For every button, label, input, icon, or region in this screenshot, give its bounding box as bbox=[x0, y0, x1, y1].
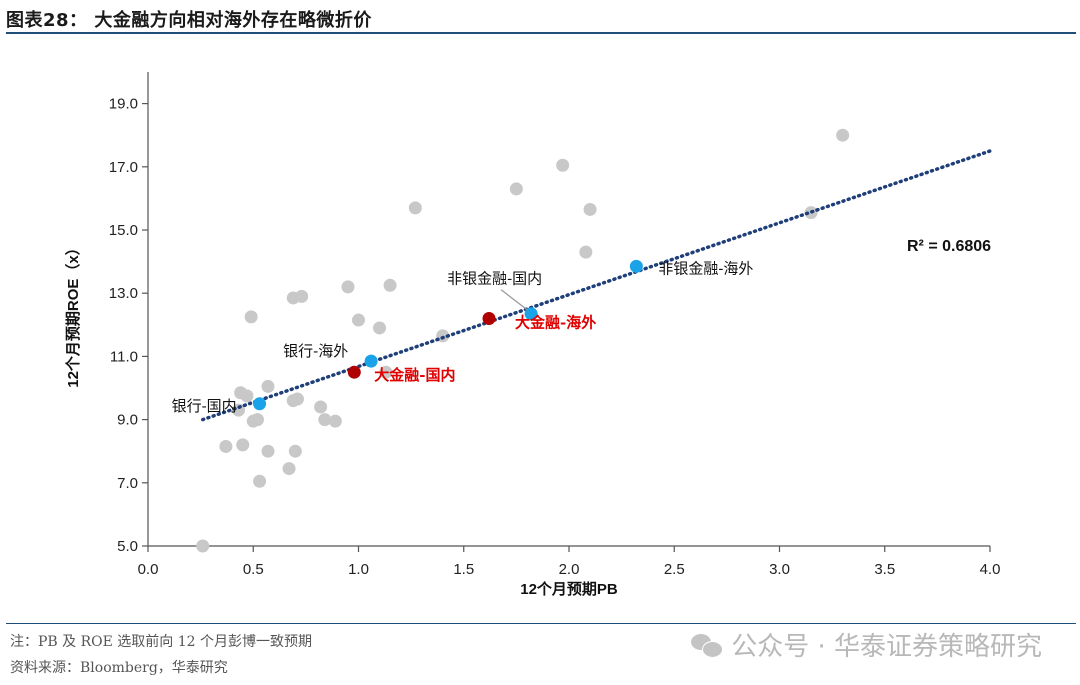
title-divider bbox=[6, 32, 1076, 34]
y-tick-label: 15.0 bbox=[109, 222, 138, 239]
data-point bbox=[383, 278, 397, 292]
x-tick-label: 0.5 bbox=[243, 561, 264, 578]
data-point bbox=[318, 413, 332, 427]
data-point bbox=[352, 313, 365, 327]
wechat-icon bbox=[691, 632, 724, 658]
source-note: 资料来源：Bloomberg，华泰研究 bbox=[10, 660, 228, 676]
y-tick-label: 7.0 bbox=[117, 475, 138, 492]
point-annotation: 非银金融-海外 bbox=[658, 259, 753, 277]
highlight-point bbox=[524, 307, 538, 321]
data-point bbox=[379, 365, 393, 379]
x-tick-label: 3.0 bbox=[769, 561, 790, 578]
x-axis-title: 12个月预期PB bbox=[520, 580, 618, 598]
y-tick-label: 5.0 bbox=[117, 538, 138, 555]
point-annotation: 大金融-国内 bbox=[374, 366, 455, 384]
highlight-point bbox=[364, 354, 378, 368]
y-tick-label: 13.0 bbox=[109, 285, 138, 302]
point-annotation: 非银金融-国内 bbox=[447, 270, 542, 288]
watermark: 公众号 · 华泰证券策略研究 bbox=[691, 626, 1042, 663]
scatter-chart: 5.0 7.0 9.0 11.0 13.0 15.0 17.0 19.0 0.0 0.5 1.0 1… bbox=[64, 72, 1001, 598]
data-point bbox=[579, 245, 593, 259]
highlight-points bbox=[253, 259, 643, 411]
x-tick-group: 0.0 0.5 1.0 1.5 2.0 2.5 3.0 3.5 4.0 bbox=[138, 546, 1001, 578]
y-tick-label: 9.0 bbox=[117, 412, 138, 429]
data-point bbox=[240, 389, 254, 403]
y-tick-label: 11.0 bbox=[110, 348, 138, 365]
data-point bbox=[836, 128, 850, 142]
data-point bbox=[244, 310, 258, 324]
data-point bbox=[196, 539, 210, 553]
data-point bbox=[583, 202, 597, 216]
chart-axes bbox=[147, 72, 990, 547]
x-tick-label: 1.0 bbox=[348, 561, 369, 578]
highlight-point bbox=[347, 365, 361, 379]
data-point bbox=[288, 444, 302, 458]
data-point bbox=[314, 400, 328, 414]
data-point bbox=[261, 379, 275, 393]
data-point bbox=[408, 201, 422, 215]
x-tick-label: 2.0 bbox=[559, 561, 580, 578]
background-points bbox=[196, 128, 850, 553]
y-axis-title: 12个月预期ROE（x） bbox=[64, 240, 82, 388]
trendline bbox=[200, 149, 992, 422]
data-point bbox=[219, 439, 233, 453]
data-point bbox=[261, 444, 275, 458]
footer-divider bbox=[6, 623, 1076, 624]
y-tick-group: 5.0 7.0 9.0 11.0 13.0 15.0 17.0 19.0 bbox=[109, 96, 148, 555]
data-point bbox=[253, 474, 267, 488]
data-point bbox=[556, 158, 570, 172]
figure-title: 图表28： 大金融方向相对海外存在略微折价 bbox=[6, 10, 372, 31]
point-annotation: 银行-国内 bbox=[172, 397, 237, 415]
data-point bbox=[290, 392, 304, 406]
data-point bbox=[509, 182, 523, 196]
data-point bbox=[373, 321, 387, 335]
point-annotation: 银行-海外 bbox=[283, 342, 348, 360]
x-tick-label: 0.0 bbox=[138, 561, 159, 578]
footnote: 注：PB 及 ROE 选取前向 12 个月彭博一致预期 bbox=[10, 634, 313, 650]
x-tick-label: 1.5 bbox=[453, 561, 474, 578]
data-point bbox=[328, 414, 342, 428]
data-point bbox=[250, 413, 264, 427]
r-squared-label: R² = 0.6806 bbox=[907, 238, 991, 255]
annotation-leader-line bbox=[500, 289, 528, 311]
data-point bbox=[295, 289, 309, 303]
y-tick-label: 19.0 bbox=[109, 96, 138, 113]
data-point bbox=[236, 438, 250, 452]
data-point bbox=[282, 462, 296, 476]
highlight-point bbox=[253, 397, 267, 411]
x-tick-label: 3.5 bbox=[874, 561, 895, 578]
point-annotation: 大金融-海外 bbox=[515, 313, 596, 331]
highlight-point bbox=[482, 311, 496, 325]
data-point bbox=[341, 280, 355, 294]
x-tick-label: 4.0 bbox=[980, 561, 1001, 578]
highlight-point bbox=[629, 259, 643, 273]
x-tick-label: 2.5 bbox=[664, 561, 685, 578]
watermark-text: 公众号 · 华泰证券策略研究 bbox=[731, 632, 1042, 662]
y-tick-label: 17.0 bbox=[109, 159, 138, 176]
